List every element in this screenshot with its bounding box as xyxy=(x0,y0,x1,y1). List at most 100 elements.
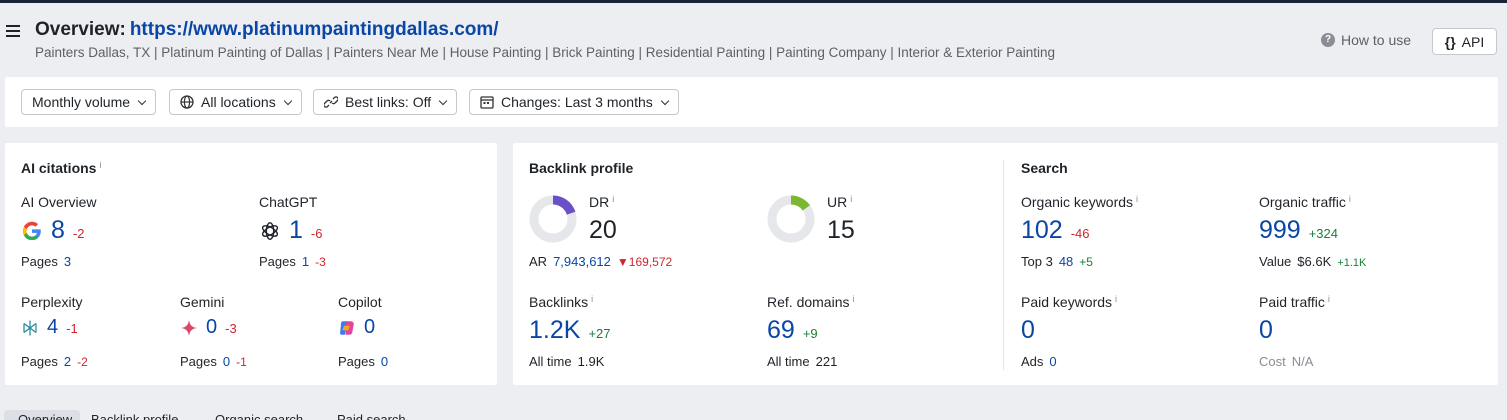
how-to-use-link[interactable]: ? How to use xyxy=(1321,32,1411,48)
organic-keywords-label: Organic keywords i xyxy=(1021,194,1139,210)
volume-dropdown[interactable]: Monthly volume xyxy=(21,89,157,115)
gemini-label: Gemini xyxy=(180,294,225,310)
backlinks-value: 1.2K xyxy=(529,316,581,344)
ur-metric[interactable]: 15 xyxy=(827,216,855,245)
gemini-sparkle-icon xyxy=(180,319,198,336)
ai-citations-card xyxy=(5,143,497,385)
organic-keywords-value: 102 xyxy=(1021,216,1063,244)
gemini-delta: -3 xyxy=(225,321,237,336)
perplexity-delta: -1 xyxy=(66,321,78,336)
paid-keywords-metric[interactable]: 0 xyxy=(1021,316,1035,345)
ai-overview-metric[interactable]: 8 -2 xyxy=(21,216,84,245)
best-links-label: Best links: Off xyxy=(345,94,432,110)
backlinks-metric[interactable]: 1.2K +27 xyxy=(529,316,611,345)
backlinks-delta: +27 xyxy=(588,326,611,341)
paid-traffic-label: Paid traffic i xyxy=(1259,294,1330,310)
globe-icon xyxy=(180,95,194,109)
paid-keywords-label: Paid keywords i xyxy=(1021,294,1118,310)
ar-row: AR 7,943,612 ▼169,572 xyxy=(529,254,673,269)
chatgpt-pages: Pages 1 -3 xyxy=(259,254,326,269)
paid-traffic-metric[interactable]: 0 xyxy=(1259,316,1273,345)
dr-label: DR i xyxy=(589,194,615,210)
tab-backlink-profile[interactable]: Backlink profile xyxy=(91,412,179,420)
calendar-icon xyxy=(480,96,494,109)
paid-keywords-value: 0 xyxy=(1021,316,1035,344)
organic-keywords-metric[interactable]: 102 -46 xyxy=(1021,216,1090,245)
ref-domains-metric[interactable]: 69 +9 xyxy=(767,316,818,345)
tab-paid-search[interactable]: Paid search xyxy=(337,412,406,420)
chatgpt-metric[interactable]: 1 -6 xyxy=(259,216,322,245)
ur-ring-fill xyxy=(767,195,815,243)
ur-value: 15 xyxy=(827,216,855,244)
link-icon xyxy=(324,96,338,108)
copilot-metric[interactable]: 0 xyxy=(338,316,375,339)
gemini-pages: Pages 0 -1 xyxy=(180,354,247,369)
ref-domains-value: 69 xyxy=(767,316,795,344)
section-divider xyxy=(1003,160,1004,370)
chevron-down-icon xyxy=(438,96,448,105)
top-bar xyxy=(0,0,1507,3)
paid-traffic-value: 0 xyxy=(1259,316,1273,344)
target-url[interactable]: https://www.platinumpaintingdallas.com/ xyxy=(129,19,499,40)
chatgpt-delta: -6 xyxy=(310,226,323,241)
ur-ring-chart xyxy=(767,195,815,243)
gemini-metric[interactable]: 0 -3 xyxy=(180,316,237,339)
page-subtitle: Painters Dallas, TX | Platinum Painting … xyxy=(35,45,1056,60)
chevron-down-icon xyxy=(660,96,670,105)
ai-overview-value: 8 xyxy=(51,216,65,244)
cost-row: Cost N/A xyxy=(1259,354,1314,369)
perplexity-label: Perplexity xyxy=(21,294,83,310)
chevron-down-icon xyxy=(283,96,292,105)
dr-metric[interactable]: 20 xyxy=(589,216,617,245)
ads-row: Ads 0 xyxy=(1021,354,1057,369)
traffic-value-row: Value $6.6K +1.1K xyxy=(1259,254,1367,269)
copilot-pages: Pages 0 xyxy=(338,354,389,369)
ref-domains-label: Ref. domains i xyxy=(767,294,855,310)
google-icon xyxy=(22,221,41,240)
chatgpt-icon xyxy=(261,221,279,240)
gemini-value: 0 xyxy=(206,316,218,338)
tab-overview[interactable]: Overview xyxy=(18,412,73,420)
locations-dropdown[interactable]: All locations xyxy=(169,89,302,115)
how-to-use-label: How to use xyxy=(1341,32,1412,48)
copilot-value: 0 xyxy=(364,316,376,338)
copilot-icon xyxy=(340,320,354,335)
organic-traffic-delta: +324 xyxy=(1308,226,1339,241)
backlinks-all-time: All time 1.9K xyxy=(529,354,605,369)
organic-traffic-value: 999 xyxy=(1259,216,1301,244)
copilot-label: Copilot xyxy=(338,294,382,310)
tab-organic-search[interactable]: Organic search xyxy=(215,412,304,420)
metrics-card xyxy=(513,143,1498,385)
api-braces-icon: {} xyxy=(1444,33,1456,50)
chevron-down-icon xyxy=(137,96,147,105)
ref-domains-delta: +9 xyxy=(802,326,818,341)
menu-icon[interactable] xyxy=(6,25,20,37)
backlink-profile-title: Backlink profile xyxy=(529,160,634,176)
perplexity-icon xyxy=(23,320,37,335)
chatgpt-label: ChatGPT xyxy=(259,194,318,210)
changes-label: Changes: Last 3 months xyxy=(501,94,653,110)
tab-active-highlight xyxy=(4,410,80,420)
page-header: Overview: https://www.platinumpaintingdal… xyxy=(0,3,1507,75)
report-tabs: Overview Backlink profile Organic search… xyxy=(0,404,1507,420)
ai-overview-pages: Pages 3 xyxy=(21,254,72,269)
organic-traffic-label: Organic traffic i xyxy=(1259,194,1351,210)
search-title: Search xyxy=(1021,160,1068,176)
perplexity-metric[interactable]: 4 -1 xyxy=(21,316,78,339)
perplexity-value: 4 xyxy=(47,316,59,338)
ar-delta: ▼169,572 xyxy=(616,255,673,269)
organic-traffic-metric[interactable]: 999 +324 xyxy=(1259,216,1338,245)
ur-label: UR i xyxy=(827,194,853,210)
top3-row: Top 3 48 +5 xyxy=(1021,254,1093,269)
chatgpt-value: 1 xyxy=(289,216,303,244)
locations-label: All locations xyxy=(201,94,276,110)
api-label: API xyxy=(1461,33,1485,50)
changes-dropdown[interactable]: Changes: Last 3 months xyxy=(469,89,679,115)
filter-bar: Monthly volume All locations Best links:… xyxy=(5,77,1498,127)
dr-ring-fill xyxy=(529,195,577,243)
dr-value: 20 xyxy=(589,216,617,244)
help-icon: ? xyxy=(1321,33,1335,47)
volume-label: Monthly volume xyxy=(32,94,131,110)
api-button[interactable]: {} API xyxy=(1432,28,1497,55)
best-links-dropdown[interactable]: Best links: Off xyxy=(313,89,458,115)
